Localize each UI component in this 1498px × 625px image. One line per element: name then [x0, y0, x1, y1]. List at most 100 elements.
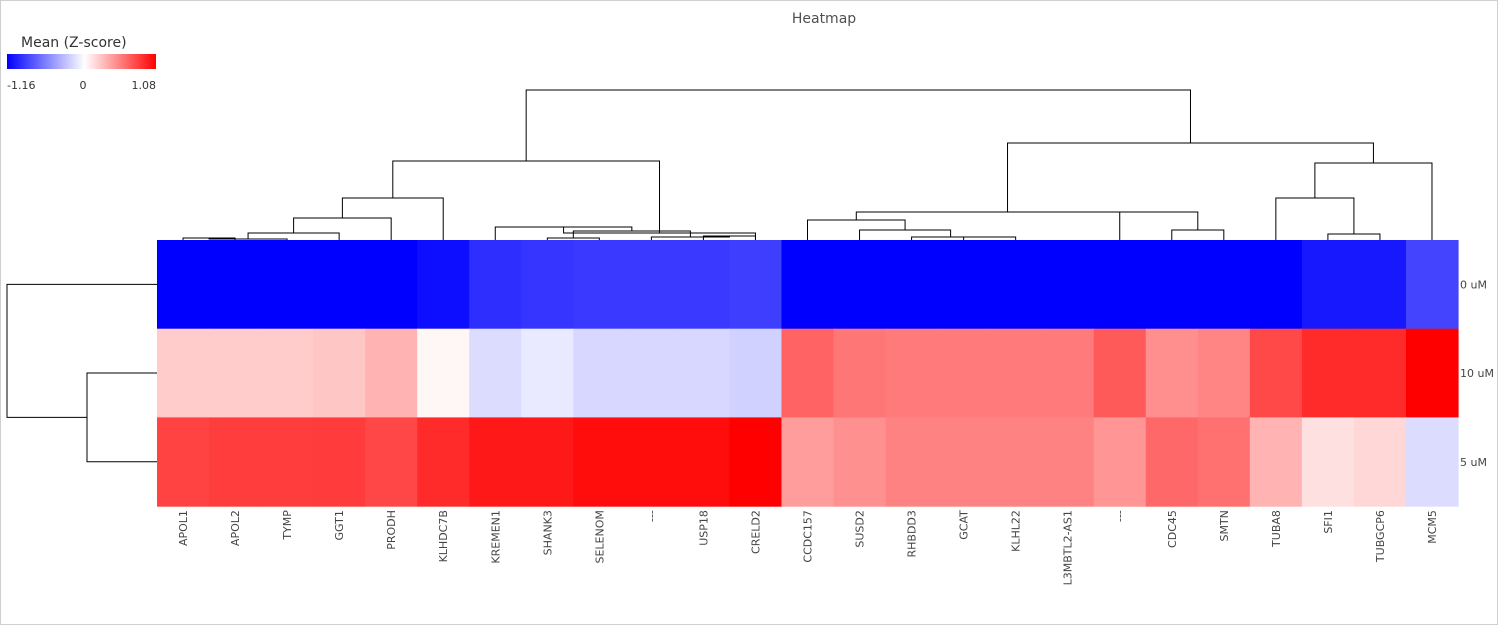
heatmap-cell — [625, 240, 678, 330]
heatmap-cell — [261, 240, 314, 330]
heatmap-cell — [1249, 417, 1303, 507]
column-label: KLHL22 — [1010, 510, 1023, 552]
column-label: SELENOM — [593, 510, 606, 563]
color-legend: Mean (Z-score) -1.16 0 1.08 — [7, 35, 156, 92]
dendrogram-link — [341, 197, 444, 240]
column-label: SFI1 — [1322, 510, 1335, 534]
heatmap-cell — [1301, 328, 1355, 418]
heatmap-cell — [729, 328, 783, 418]
heatmap-cell — [417, 417, 470, 507]
heatmap-cell — [729, 240, 783, 330]
dendrogram-link — [293, 217, 392, 240]
column-label: TUBGCP6 — [1374, 510, 1387, 563]
heatmap-cell — [1041, 417, 1095, 507]
row-label: 0 uM — [1460, 278, 1487, 291]
dendrogram-link — [1119, 211, 1199, 240]
column-label: USP18 — [697, 510, 710, 546]
heatmap-cell — [833, 240, 887, 330]
heatmap-cell — [469, 417, 522, 507]
heatmap-cell — [885, 417, 939, 507]
dendrogram-link — [859, 229, 952, 240]
heatmap-cell — [209, 240, 262, 330]
column-label: KREMEN1 — [489, 510, 502, 563]
heatmap-cell — [573, 417, 626, 507]
heatmap-cell — [365, 240, 418, 330]
heatmap-cell — [1353, 240, 1407, 330]
dendrogram-link — [6, 283, 157, 418]
heatmap-cell — [1249, 328, 1303, 418]
heatmap-cell — [833, 328, 887, 418]
heatmap-cell — [209, 328, 262, 418]
dendrogram-link — [1007, 142, 1374, 212]
heatmap-cell — [313, 240, 366, 330]
heatmap-cell — [521, 328, 574, 418]
legend-min-label: -1.16 — [7, 79, 35, 92]
heatmap-cell — [1405, 328, 1459, 418]
column-label: SUSD2 — [854, 510, 867, 547]
heatmap-cell — [313, 417, 366, 507]
legend-colorbar — [7, 54, 156, 69]
heatmap-cell — [469, 328, 522, 418]
dendrogram-link — [546, 237, 600, 240]
column-label: --- — [1114, 510, 1127, 522]
heatmap-cell — [157, 240, 210, 330]
heatmap-cell — [417, 328, 470, 418]
column-label: TUBA8 — [1270, 510, 1283, 548]
heatmap-cell — [677, 417, 731, 507]
dendrogram-link — [525, 89, 1191, 161]
legend-mid-label: 0 — [80, 79, 87, 92]
heatmap-cell — [937, 328, 991, 418]
heatmap-cell — [469, 240, 522, 330]
legend-max-label: 1.08 — [132, 79, 157, 92]
heatmap-cell — [1197, 328, 1251, 418]
column-label: APOL2 — [229, 510, 242, 546]
column-label: KLHDC7B — [437, 510, 450, 562]
heatmap-cell — [989, 328, 1043, 418]
heatmap-cell — [729, 417, 783, 507]
heatmap-cell — [781, 417, 835, 507]
dendrogram-link — [855, 211, 1159, 220]
heatmap-cell — [781, 328, 835, 418]
heatmap-cell — [417, 240, 470, 330]
dendrogram-link — [1314, 162, 1433, 240]
heatmap-cell — [1249, 240, 1303, 330]
heatmap-cell — [937, 417, 991, 507]
heatmap-cells — [157, 240, 1459, 507]
heatmap-cell — [625, 417, 678, 507]
heatmap-cell — [261, 328, 314, 418]
heatmap-cell — [781, 240, 835, 330]
heatmap-cell — [1145, 417, 1199, 507]
heatmap-cell — [1353, 328, 1407, 418]
row-label: 10 uM — [1460, 367, 1494, 380]
heatmap-cell — [1145, 240, 1199, 330]
heatmap-cell — [1197, 417, 1251, 507]
column-label: SHANK3 — [541, 510, 554, 555]
heatmap-cell — [989, 417, 1043, 507]
column-label: PRODH — [385, 510, 398, 550]
heatmap-cell — [209, 417, 262, 507]
column-label: CRELD2 — [749, 510, 762, 554]
dendrogram-link — [86, 372, 157, 463]
column-label: --- — [645, 510, 658, 522]
heatmap-cell — [885, 328, 939, 418]
column-label: GCAT — [958, 510, 971, 540]
heatmap-cell — [157, 328, 210, 418]
heatmap-cell — [1301, 417, 1355, 507]
dendrogram-link — [1171, 229, 1225, 240]
column-label: APOL1 — [177, 510, 190, 546]
dendrogram-link — [392, 160, 661, 233]
column-labels: APOL1 APOL2 TYMP GGT1 PRODH KLHDC7B KREMEN1 SHA… — [177, 510, 1439, 586]
heatmap-cell — [1145, 328, 1199, 418]
heatmap-cell — [365, 417, 418, 507]
heatmap-cell — [1041, 328, 1095, 418]
column-label: CCDC157 — [802, 510, 815, 563]
heatmap-cell — [937, 240, 991, 330]
row-labels: 0 uM 10 uM 5 uM — [1460, 278, 1494, 468]
heatmap-cell — [521, 240, 574, 330]
dendrogram-link — [911, 236, 990, 240]
heatmap-cell — [1353, 417, 1407, 507]
heatmap-cell — [677, 240, 731, 330]
column-label: L3MBTL2-AS1 — [1062, 510, 1075, 585]
column-dendrogram — [182, 89, 1433, 240]
